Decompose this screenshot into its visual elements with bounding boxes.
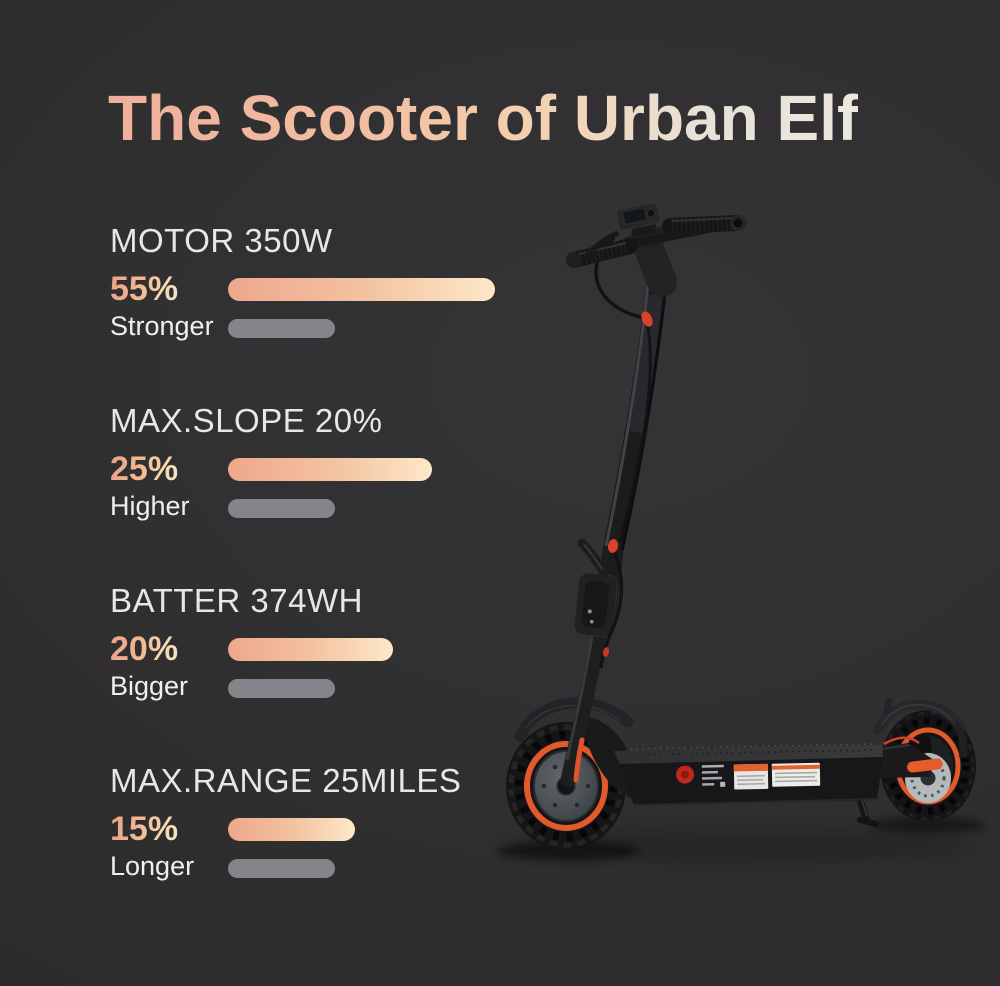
base-bar bbox=[228, 679, 335, 698]
scooter-illustration bbox=[496, 201, 986, 861]
cable-guide-accent bbox=[641, 311, 653, 327]
spec-comparative-label: Higher bbox=[110, 491, 190, 521]
fork-accent-stripe bbox=[573, 737, 585, 783]
spec-percent: 55% bbox=[110, 270, 179, 308]
spec-heading: MAX.RANGE 25MILES bbox=[110, 762, 462, 799]
value-bar bbox=[228, 278, 495, 301]
handlebar bbox=[566, 201, 746, 297]
spec-heading: BATTER 374WH bbox=[110, 582, 363, 619]
value-bar bbox=[228, 638, 393, 661]
spec-percent: 25% bbox=[110, 450, 179, 488]
spec-block-range: MAX.RANGE 25MILES 15% Longer bbox=[110, 764, 540, 904]
spec-heading: MAX.SLOPE 20% bbox=[110, 402, 383, 439]
scooter-photo bbox=[480, 160, 1000, 880]
spec-percent: 20% bbox=[110, 630, 179, 668]
spec-heading: MOTOR 350W bbox=[110, 222, 333, 259]
right-grip bbox=[662, 215, 746, 234]
spec-block-slope: MAX.SLOPE 20% 25% Higher bbox=[110, 404, 540, 544]
folding-clamp bbox=[573, 538, 619, 638]
front-fork bbox=[560, 620, 608, 788]
value-bar bbox=[228, 458, 432, 481]
base-bar bbox=[228, 499, 335, 518]
brake-lever bbox=[585, 231, 619, 257]
floor-shadows bbox=[496, 817, 986, 861]
front-fender bbox=[514, 697, 634, 742]
spec-comparative-label: Bigger bbox=[110, 671, 189, 701]
rear-fender bbox=[873, 698, 968, 758]
left-grip bbox=[566, 238, 638, 268]
value-bar bbox=[228, 818, 355, 841]
spec-comparative-label: Stronger bbox=[110, 311, 214, 341]
warning-sticker bbox=[733, 763, 769, 790]
brake-cables bbox=[594, 236, 653, 669]
page-title: The Scooter of Urban Elf bbox=[108, 82, 859, 154]
spec-sticker bbox=[771, 762, 821, 787]
deck-labels bbox=[675, 762, 821, 790]
spec-percent: 15% bbox=[110, 810, 179, 848]
rear-reflector bbox=[907, 758, 943, 773]
stem-fold-accent bbox=[607, 539, 619, 553]
base-bar bbox=[228, 319, 335, 338]
deck bbox=[580, 716, 883, 806]
display-cluster bbox=[615, 201, 661, 238]
spec-block-motor: MOTOR 350W 55% Stronger bbox=[110, 224, 540, 364]
spec-block-battery: BATTER 374WH 20% Bigger bbox=[110, 584, 540, 724]
base-bar bbox=[228, 859, 335, 878]
spec-comparative-label: Longer bbox=[110, 851, 195, 881]
